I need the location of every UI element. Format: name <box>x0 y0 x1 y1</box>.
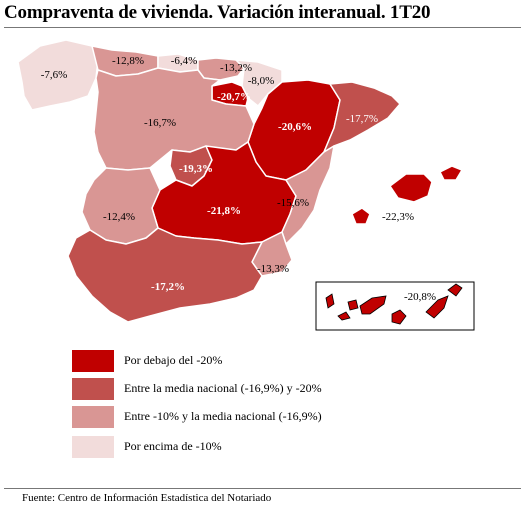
region-navarra[interactable] <box>235 59 283 107</box>
region-c-valenciana[interactable] <box>281 145 335 245</box>
legend-swatch <box>72 378 114 400</box>
region-canarias-fuerteventura[interactable] <box>425 295 449 319</box>
label-navarra: -8,0% <box>248 75 275 87</box>
label-galicia: -7,6% <box>41 69 68 81</box>
legend-item: Por encima de -10% <box>72 436 412 458</box>
label-murcia: -13,3% <box>257 263 289 275</box>
title-divider <box>4 27 521 28</box>
label-castilla-leon: -16,7% <box>144 117 176 129</box>
region-andalucia[interactable] <box>67 227 263 323</box>
label-asturias: -12,8% <box>112 55 144 67</box>
legend-label: Entre -10% y la media nacional (-16,9%) <box>124 409 322 423</box>
region-baleares-ibiza[interactable] <box>351 207 371 225</box>
region-baleares-mallorca[interactable] <box>389 173 433 203</box>
region-canarias-la-gomera[interactable] <box>347 299 359 311</box>
label-andalucia: -17,2% <box>151 281 185 293</box>
label-canarias: -20,8% <box>404 291 436 303</box>
label-cantabria: -6,4% <box>171 55 198 67</box>
label-cataluna: -17,7% <box>346 113 378 125</box>
label-c-valenciana: -15,6% <box>277 197 309 209</box>
legend-item: Entre -10% y la media nacional (-16,9%) <box>72 406 412 428</box>
legend-swatch <box>72 436 114 458</box>
region-canarias-la-palma[interactable] <box>325 293 335 309</box>
region-canarias-tenerife[interactable] <box>359 295 387 315</box>
legend-label: Por encima de -10% <box>124 439 222 453</box>
region-canarias-el-hierro[interactable] <box>337 311 351 321</box>
label-la-rioja: -20,7% <box>217 91 251 103</box>
legend-swatch <box>72 350 114 372</box>
label-pais-vasco: -13,2% <box>220 62 252 74</box>
region-cataluna[interactable] <box>323 81 401 153</box>
map-title: Compraventa de vivienda. Variación inter… <box>4 2 431 23</box>
region-galicia[interactable] <box>17 39 99 111</box>
region-baleares-menorca[interactable] <box>439 165 463 181</box>
label-baleares: -22,3% <box>382 211 414 223</box>
region-canarias-lanzarote[interactable] <box>447 283 463 297</box>
spain-choropleth-map: -7,6% -12,8% -6,4% -13,2% -8,0% -20,7% -… <box>17 39 475 331</box>
legend-swatch <box>72 406 114 428</box>
source-note: Fuente: Centro de Información Estadístic… <box>22 492 272 504</box>
footer-divider <box>4 488 521 489</box>
label-madrid: -19,3% <box>179 163 213 175</box>
label-extremadura: -12,4% <box>103 211 135 223</box>
legend-item: Entre la media nacional (-16,9%) y -20% <box>72 378 412 400</box>
legend-label: Entre la media nacional (-16,9%) y -20% <box>124 381 322 395</box>
label-aragon: -20,6% <box>278 121 312 133</box>
legend-label: Por debajo del -20% <box>124 353 223 367</box>
label-castilla-la-mancha: -21,8% <box>207 205 241 217</box>
region-canarias-gran-canaria[interactable] <box>391 309 407 325</box>
canarias-inset-box <box>315 281 475 331</box>
legend-item: Por debajo del -20% <box>72 350 412 372</box>
